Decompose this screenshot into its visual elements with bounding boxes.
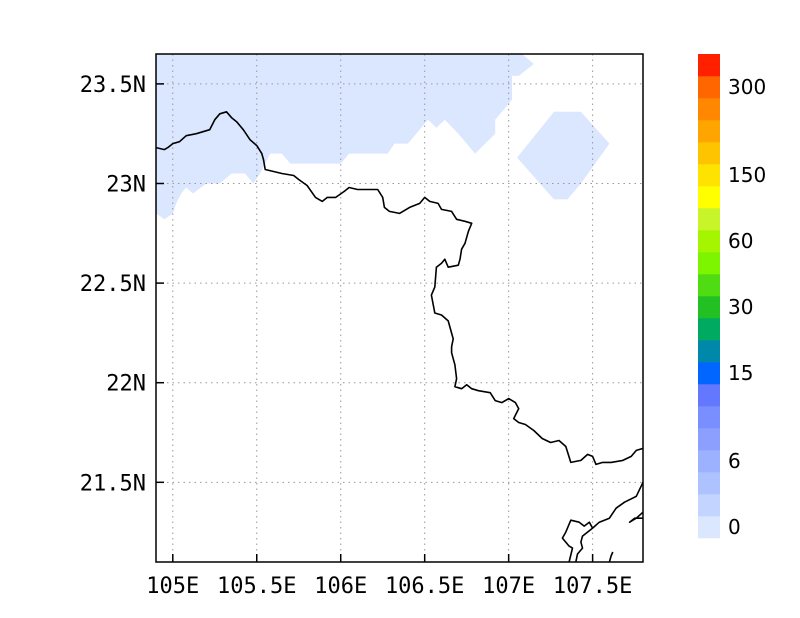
x-tick-label: 106E [314, 574, 367, 599]
shaded-region-1 [156, 54, 534, 220]
border-line-2 [561, 481, 643, 562]
colorbar-label: 6 [728, 449, 741, 473]
y-tick-label: 21.5N [80, 471, 146, 496]
colorbar-swatch [698, 450, 720, 473]
colorbar-swatch [698, 362, 720, 385]
x-tick-label: 105E [146, 574, 199, 599]
colorbar-swatch [698, 296, 720, 319]
colorbar-swatch [698, 494, 720, 517]
colorbar-label: 150 [728, 163, 766, 187]
y-axis-ticks: 23.5N 23N 22.5N 22N 21.5N [80, 73, 164, 496]
colorbar-swatch [698, 142, 720, 165]
colorbar-swatch [698, 472, 720, 495]
colorbar-label: 60 [728, 229, 753, 253]
colorbar-swatch [698, 384, 720, 407]
colorbar-swatch [698, 274, 720, 297]
y-tick-label: 22.5N [80, 272, 146, 297]
gridlines [156, 54, 643, 562]
border-line-5 [608, 551, 614, 562]
colorbar-label: 300 [728, 75, 766, 99]
border-line-3 [628, 511, 643, 524]
colorbar-swatch [698, 230, 720, 253]
x-tick-label: 105.5E [217, 574, 296, 599]
colorbar-swatch [698, 120, 720, 143]
colorbar: 0 6 15 30 60 150 300 [698, 54, 766, 539]
colorbar-label: 0 [728, 515, 741, 539]
y-tick-label: 22N [106, 372, 146, 397]
colorbar-swatch [698, 252, 720, 275]
coastline-borders [156, 111, 643, 562]
x-tick-label: 107.5E [553, 574, 632, 599]
map-plot-area [155, 53, 644, 563]
colorbar-label: 15 [728, 361, 753, 385]
map-frame [155, 53, 644, 563]
x-axis-ticks: 105E 105.5E 106E 106.5E 107E 107.5E [146, 554, 632, 599]
y-tick-label: 23.5N [80, 73, 146, 98]
x-tick-label: 106.5E [385, 574, 464, 599]
colorbar-swatch [698, 54, 720, 77]
colorbar-swatch [698, 516, 720, 539]
colorbar-swatch [698, 76, 720, 99]
colorbar-label: 30 [728, 295, 753, 319]
shaded-precipitation-layer [156, 54, 610, 220]
shaded-region-2 [517, 111, 610, 200]
x-tick-label: 107E [482, 574, 535, 599]
colorbar-swatch [698, 98, 720, 121]
colorbar-swatch [698, 208, 720, 231]
border-line-4 [575, 527, 594, 562]
colorbar-swatch [698, 318, 720, 341]
y-tick-label: 23N [106, 172, 146, 197]
colorbar-swatch [698, 428, 720, 451]
colorbar-swatch [698, 406, 720, 429]
border-line-1 [156, 111, 643, 466]
colorbar-swatch [698, 164, 720, 187]
colorbar-swatch [698, 340, 720, 363]
colorbar-swatch [698, 186, 720, 209]
